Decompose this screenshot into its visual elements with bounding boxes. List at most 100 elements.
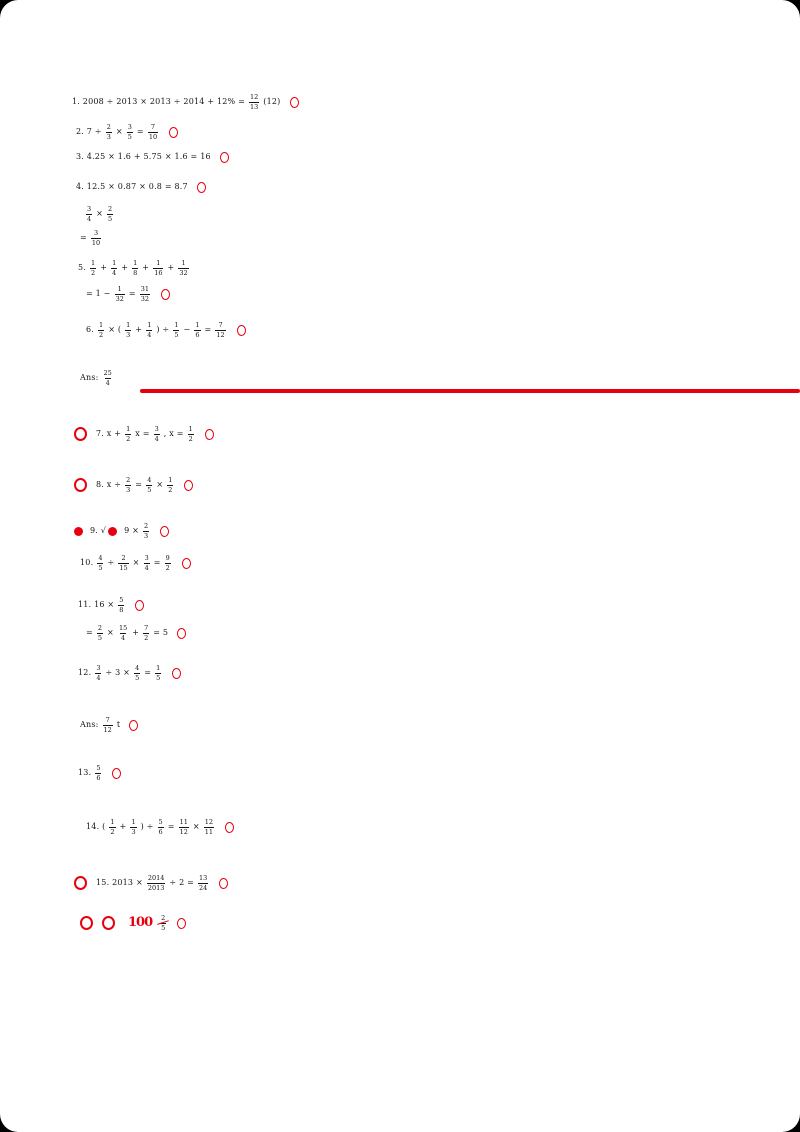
math-text: 3. 4.25 × 1.6 + 5.75 × 1.6 = 16 <box>76 152 211 162</box>
worksheet-line: 2. 7 ÷ 2 3 × 3 5 = 7 10 <box>76 123 179 141</box>
math-text: Ans: <box>80 372 99 382</box>
math-text: 8. x ÷ <box>96 479 122 489</box>
fraction: 13 24 <box>198 874 209 892</box>
math-text: x = <box>135 428 150 438</box>
worksheet-line: 14. (1 2 +1 3) ÷ 5 6 = 11 12 × 12 11 <box>86 818 235 836</box>
red-ellipse-mark-icon <box>161 288 171 300</box>
worksheet-line: 4. 12.5 × 0.87 × 0.8 = 8.7 <box>76 182 206 193</box>
worksheet-line: 6. 1 2 × (1 3 +1 4) ÷ 1 5−1 6 = 7 12 <box>86 322 246 338</box>
math-text: ÷ 3 × <box>105 667 131 677</box>
math-text: ÷ 2 = <box>169 877 195 887</box>
worksheet-line: = 3 10 <box>80 230 103 246</box>
red-ellipse-mark-icon <box>177 627 187 639</box>
worksheet-line: 8. x ÷ 2 3 = 4 5 × 1 2 <box>74 476 194 494</box>
fraction: 2014 2013 <box>146 874 166 892</box>
math-text: 12. <box>78 667 92 677</box>
fraction: 11 12 <box>178 818 189 836</box>
red-ellipse-mark-icon <box>204 428 214 440</box>
math-text: × <box>115 126 123 136</box>
fraction: 12 11 <box>203 818 215 836</box>
red-ellipse-mark-icon <box>129 719 139 731</box>
worksheet-line: 7. x +1 2 x = 3 4, x = 1 2 <box>74 426 214 442</box>
math-text: = <box>204 324 212 334</box>
math-text: ) ÷ <box>156 324 170 334</box>
math-text: = <box>144 667 152 677</box>
red-circle-mark-icon <box>74 876 87 890</box>
worksheet-line: 5. 1 2 +1 4 +1 8 +1 16 +1 32 <box>78 260 191 276</box>
worksheet-line: = 2 5 × 15 4 +7 2 = 5 <box>86 624 187 642</box>
math-text: = <box>80 232 87 242</box>
score-text: 100 <box>128 914 153 930</box>
fraction: 1 32 <box>114 285 125 303</box>
worksheet-line: 3. 4.25 × 1.6 + 5.75 × 1.6 = 16 <box>76 152 229 163</box>
fraction: 31 32 <box>139 285 151 303</box>
math-text: × <box>192 821 200 831</box>
math-text: + <box>119 821 127 831</box>
red-ellipse-mark-icon <box>219 877 229 889</box>
math-text: 15. 2013 × <box>96 877 143 887</box>
math-text: × <box>156 479 164 489</box>
red-ellipse-mark-icon <box>236 324 246 336</box>
worksheet-line: Ans: 7 12 t <box>80 717 139 733</box>
red-ellipse-mark-icon <box>181 557 191 569</box>
math-text: 7. x + <box>96 428 122 438</box>
math-text: 6. <box>86 324 95 334</box>
math-text: ) ÷ <box>140 821 154 831</box>
worksheet-line: 1. 2008 ÷ 2013 × 2013 ÷ 2014 + 12% = 12 13… <box>72 94 299 110</box>
worksheet-line: 10. 4 5 ÷ 2 15 × 3 4 = 9 2 <box>80 555 191 571</box>
red-ellipse-mark-icon <box>160 525 170 537</box>
math-text: , x = <box>163 428 184 438</box>
math-text: + <box>132 627 140 637</box>
math-text: Ans: <box>80 719 99 729</box>
math-text: 5. <box>78 262 87 272</box>
math-text: = <box>128 288 136 298</box>
worksheet-line: 3 4 × 2 5 <box>84 206 115 222</box>
worksheet-line: 12. 3 4 ÷ 3 × 4 5 = 1 5 <box>78 664 182 682</box>
math-text: = <box>153 557 161 567</box>
red-dot-mark-icon <box>108 526 118 536</box>
fraction: 15 4 <box>118 624 128 642</box>
red-circle-mark-icon <box>80 916 93 930</box>
math-text: × <box>107 627 114 637</box>
fraction: 12 13 <box>249 93 260 111</box>
math-text: 11. 16 × <box>78 599 115 609</box>
worksheet-line: Ans: 25 4 <box>80 370 115 386</box>
worksheet-line: 11. 16 × 5 8 <box>78 596 145 614</box>
red-circle-mark-icon <box>102 916 115 930</box>
math-text: + <box>142 262 150 272</box>
red-ellipse-mark-icon <box>112 767 122 779</box>
math-text: × ( <box>108 324 122 334</box>
red-ellipse-mark-icon <box>225 821 235 833</box>
worksheet-line: 13. 5 6 <box>78 764 122 782</box>
math-text: × <box>132 557 140 567</box>
fraction: 1 16 <box>153 259 164 277</box>
math-text: + <box>121 262 129 272</box>
math-text: = <box>167 821 175 831</box>
math-text: + <box>100 262 108 272</box>
red-circle-mark-icon <box>74 427 87 441</box>
